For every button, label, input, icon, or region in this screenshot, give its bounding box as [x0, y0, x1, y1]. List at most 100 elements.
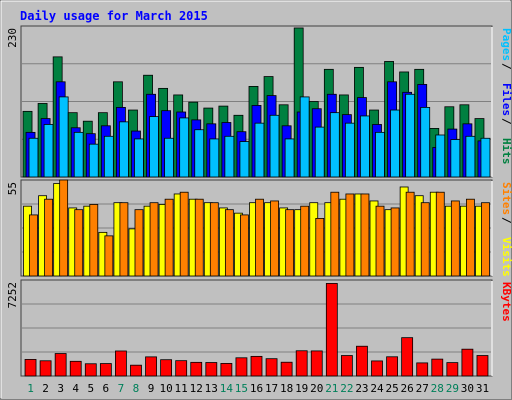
legend-kbytes: KBytes	[500, 282, 512, 322]
legend-separator: /	[500, 63, 512, 70]
bar-sites	[164, 198, 174, 277]
bar-pages	[28, 137, 39, 178]
y-tick-label: 55	[6, 182, 19, 195]
bar-kbytes	[386, 356, 398, 377]
bar-pages	[390, 109, 400, 178]
legend-visits: Visits	[500, 237, 512, 277]
bar-kbytes	[461, 348, 474, 377]
y-tick-label: 7252	[6, 282, 19, 309]
x-tick-label: 4	[72, 382, 79, 395]
bar-sites	[435, 191, 445, 277]
bar-sites	[390, 207, 400, 277]
x-tick-label: 20	[310, 382, 323, 395]
bar-sites	[345, 193, 355, 277]
bar-kbytes	[310, 350, 323, 377]
bar-kbytes	[325, 283, 338, 377]
bar-pages	[134, 138, 144, 178]
x-tick-label: 3	[57, 382, 64, 395]
bar-sites	[240, 214, 249, 277]
x-tick-label: 22	[340, 382, 353, 395]
x-tick-label: 21	[325, 382, 338, 395]
bar-pages	[329, 112, 340, 178]
x-tick-label: 19	[295, 382, 308, 395]
bar-pages	[480, 137, 491, 178]
bar-sites	[89, 204, 99, 277]
bar-kbytes	[190, 361, 203, 377]
bar-pages	[119, 121, 129, 178]
bar-kbytes	[175, 360, 188, 377]
bar-sites	[481, 202, 490, 277]
x-tick-label: 17	[265, 382, 278, 395]
bar-sites	[375, 205, 385, 277]
legend-hits: Hits	[500, 138, 512, 165]
bar-kbytes	[446, 362, 459, 377]
bar-pages	[375, 131, 385, 178]
bar-pages	[269, 114, 280, 178]
x-tick-label: 10	[159, 382, 172, 395]
bar-sites	[29, 214, 38, 277]
bar-kbytes	[356, 345, 368, 377]
x-tick-label: 23	[355, 382, 368, 395]
bar-kbytes	[130, 364, 142, 377]
x-tick-label: 7	[118, 382, 125, 395]
x-tick-label: 27	[416, 382, 429, 395]
x-tick-label: 29	[446, 382, 459, 395]
bar-sites	[255, 198, 264, 277]
bar-sites	[194, 198, 204, 277]
bar-pages	[284, 138, 295, 178]
bar-sites	[420, 202, 430, 277]
y-tick-label: 230	[6, 28, 19, 48]
bar-sites	[315, 217, 325, 277]
x-tick-label: 26	[401, 382, 414, 395]
bar-sites	[224, 209, 234, 277]
bar-pages	[209, 138, 220, 178]
bar-pages	[299, 96, 310, 178]
legend-separator: /	[500, 217, 512, 224]
bar-pages	[450, 139, 461, 178]
bar-sites	[149, 202, 159, 277]
x-tick-label: 13	[205, 382, 218, 395]
bar-sites	[119, 202, 129, 277]
kbytes-panel: 7252 KBytes	[6, 279, 512, 377]
bar-pages	[194, 129, 205, 178]
bar-pages	[254, 122, 265, 178]
bar-pages	[420, 107, 431, 178]
bar-sites	[44, 198, 53, 277]
bar-kbytes	[340, 355, 353, 377]
bar-kbytes	[265, 358, 278, 377]
bar-pages	[179, 117, 190, 178]
bar-sites	[466, 198, 475, 277]
bar-kbytes	[115, 350, 127, 377]
bar-pages	[314, 126, 325, 178]
x-tick-label: 28	[431, 382, 444, 395]
legend-separator: /	[500, 118, 512, 125]
bar-pages	[103, 135, 114, 178]
x-axis-labels: 1 2 3 4 5 6 7 8 9 10 11 12 13 14 15 16 17 18 19 20 21 22 23 24 2…	[27, 382, 489, 395]
bar-sites	[285, 209, 295, 277]
bar-pages	[360, 115, 370, 178]
bar-sites	[134, 209, 144, 277]
bar-sites	[74, 209, 84, 277]
bar-kbytes	[295, 350, 308, 377]
bar-pages	[88, 143, 99, 178]
x-tick-label: 25	[385, 382, 398, 395]
x-tick-label: 16	[250, 382, 263, 395]
bar-sites	[179, 191, 189, 277]
bar-sites	[270, 200, 279, 277]
x-tick-label: 11	[175, 382, 188, 395]
bar-sites	[450, 200, 460, 277]
bar-kbytes	[280, 361, 293, 377]
bar-pages	[405, 93, 416, 178]
bar-kbytes	[99, 363, 112, 377]
bar-pages	[73, 131, 84, 178]
chart-panels: 230 Pages / Files / Hits 55 Sites / Visits 7…	[6, 25, 512, 377]
bar-kbytes	[24, 359, 37, 377]
bar-kbytes	[235, 357, 248, 377]
x-tick-label: 2	[42, 382, 49, 395]
x-tick-label: 5	[87, 382, 94, 395]
bar-kbytes	[54, 353, 67, 377]
bar-kbytes	[160, 359, 173, 377]
bar-sites	[300, 205, 310, 277]
